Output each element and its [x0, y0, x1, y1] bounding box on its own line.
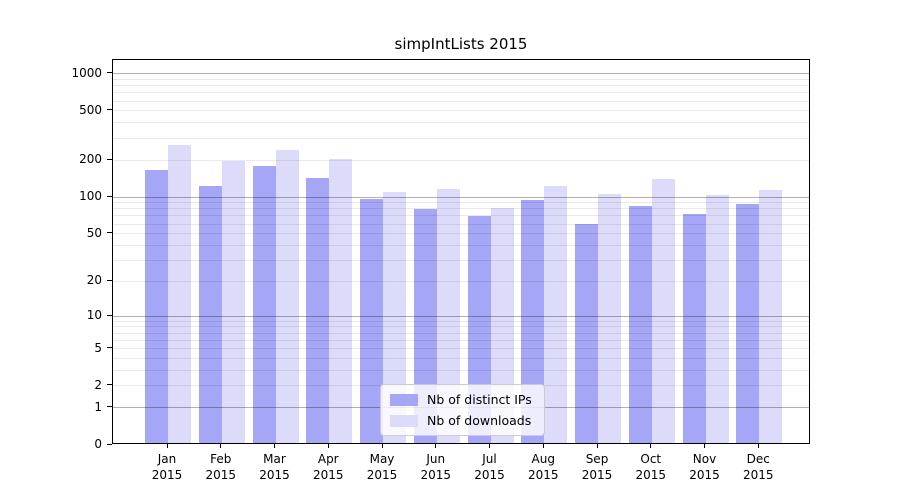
x-tick-mark [381, 444, 383, 448]
x-tick-label: Oct 2015 [635, 452, 667, 482]
y-tick-label: 500 [79, 102, 102, 117]
x-tick-label: Aug 2015 [527, 452, 559, 482]
x-tick-mark [220, 444, 222, 448]
x-tick-label: Feb 2015 [205, 452, 237, 482]
bar-distinct-ips [252, 165, 276, 443]
legend-swatch-downloads [390, 414, 418, 427]
bar-distinct-ips [628, 205, 652, 443]
y-tick-label: 1000 [71, 65, 102, 80]
y-tick-mark [107, 109, 112, 111]
legend-label-downloads: Nb of downloads [427, 413, 532, 428]
bar-distinct-ips [145, 170, 168, 443]
x-tick-mark [704, 444, 705, 448]
x-tick-mark [435, 444, 437, 448]
x-tick-mark [596, 444, 598, 448]
bar-downloads [436, 188, 460, 443]
y-tick-label: 10 [86, 308, 102, 323]
x-tick-mark [650, 444, 652, 448]
x-tick-label: Nov 2015 [689, 452, 720, 482]
bar-distinct-ips [198, 185, 222, 443]
bar-downloads [759, 190, 783, 443]
bar-distinct-ips [360, 199, 383, 443]
bar-downloads [598, 193, 621, 443]
y-tick-mark [107, 195, 112, 197]
bar-distinct-ips [736, 204, 760, 443]
bar-distinct-ips [682, 214, 706, 443]
bar-downloads [275, 150, 299, 443]
x-tick-label: Jul 2015 [474, 452, 505, 482]
y-tick-label: 20 [86, 273, 102, 288]
bar-downloads [383, 191, 406, 443]
y-tick-mark [107, 232, 112, 234]
plot-area: Nb of distinct IPs Nb of downloads [112, 59, 810, 444]
legend: Nb of distinct IPs Nb of downloads [380, 384, 545, 436]
y-tick-label: 5 [94, 340, 102, 355]
x-tick-mark [489, 444, 490, 448]
bar-downloads [705, 195, 729, 443]
x-tick-mark [757, 444, 759, 448]
chart-title: simpIntLists 2015 [394, 35, 528, 53]
x-tick-label: Sep 2015 [581, 452, 613, 482]
x-tick-mark [274, 444, 275, 448]
legend-label-distinct-ips: Nb of distinct IPs [427, 392, 532, 407]
x-tick-label: Jan 2015 [151, 452, 183, 482]
y-tick-mark [107, 72, 112, 74]
bar-distinct-ips [521, 199, 545, 443]
y-tick-mark [107, 384, 112, 386]
x-tick-mark [327, 444, 329, 448]
y-tick-label: 2 [94, 377, 102, 392]
legend-item-distinct-ips: Nb of distinct IPs [390, 392, 532, 407]
bar-distinct-ips [306, 178, 330, 443]
x-tick-label: Dec 2015 [742, 452, 774, 482]
y-tick-mark [107, 443, 112, 445]
y-tick-label: 200 [79, 152, 102, 167]
y-tick-label: 100 [79, 189, 102, 204]
bar-distinct-ips [575, 224, 598, 443]
y-tick-label: 50 [86, 225, 102, 240]
bar-downloads [544, 185, 568, 443]
bar-downloads [329, 158, 353, 443]
y-tick-mark [107, 406, 112, 408]
x-tick-label: May 2015 [366, 452, 398, 482]
x-tick-label: Mar 2015 [259, 452, 290, 482]
bar-downloads [651, 179, 675, 443]
y-tick-mark [107, 158, 112, 160]
y-tick-label: 0 [94, 437, 102, 451]
x-tick-mark [542, 444, 544, 448]
y-tick-mark [107, 279, 112, 281]
y-tick-mark [107, 314, 112, 316]
bar-downloads [221, 161, 245, 443]
y-tick-label: 1 [94, 399, 102, 414]
x-tick-label: Jun 2015 [420, 452, 452, 482]
x-tick-label: Apr 2015 [312, 452, 344, 482]
legend-swatch-distinct-ips [390, 393, 418, 406]
y-tick-mark [107, 347, 112, 349]
bar-downloads [168, 144, 191, 443]
legend-item-downloads: Nb of downloads [390, 413, 532, 428]
x-tick-mark [166, 444, 168, 448]
